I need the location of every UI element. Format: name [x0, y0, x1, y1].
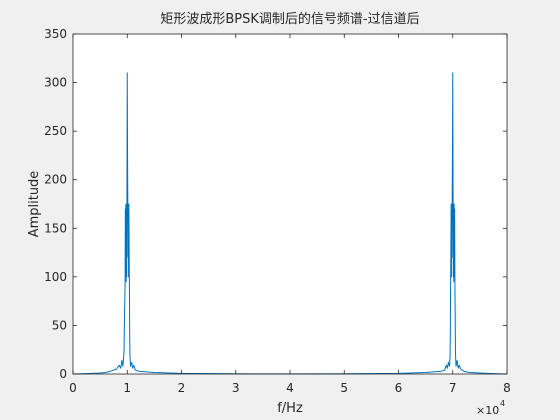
x-tick-label: 1 [123, 381, 131, 395]
y-tick-label: 350 [44, 27, 67, 41]
x-exponent-power: 4 [500, 399, 505, 408]
y-ticks: 0 50 100 150 200 250 300 350 [44, 27, 507, 381]
y-tick-label: 150 [44, 221, 67, 235]
x-tick-label: 2 [178, 381, 186, 395]
y-tick-label: 0 [59, 367, 67, 381]
x-ticks: 0 1 2 3 4 5 6 7 8 [69, 34, 511, 395]
y-axis-label: Amplitude [27, 171, 42, 238]
y-tick-label: 200 [44, 173, 67, 187]
x-tick-label: 6 [395, 381, 403, 395]
y-tick-label: 250 [44, 124, 67, 138]
x-tick-label: 7 [449, 381, 457, 395]
x-tick-label: 8 [503, 381, 511, 395]
x-tick-label: 5 [340, 381, 348, 395]
x-tick-label: 3 [232, 381, 240, 395]
plot-area [73, 34, 507, 374]
x-tick-label: 0 [69, 381, 77, 395]
x-exponent-label: ×10 [476, 404, 499, 417]
y-tick-label: 100 [44, 270, 67, 284]
chart-title: 矩形波成形BPSK调制后的信号频谱-过信道后 [160, 11, 419, 27]
x-axis-label: f/Hz [277, 401, 303, 416]
x-tick-label: 4 [286, 381, 294, 395]
y-tick-label: 300 [44, 76, 67, 90]
y-tick-label: 50 [52, 318, 67, 332]
